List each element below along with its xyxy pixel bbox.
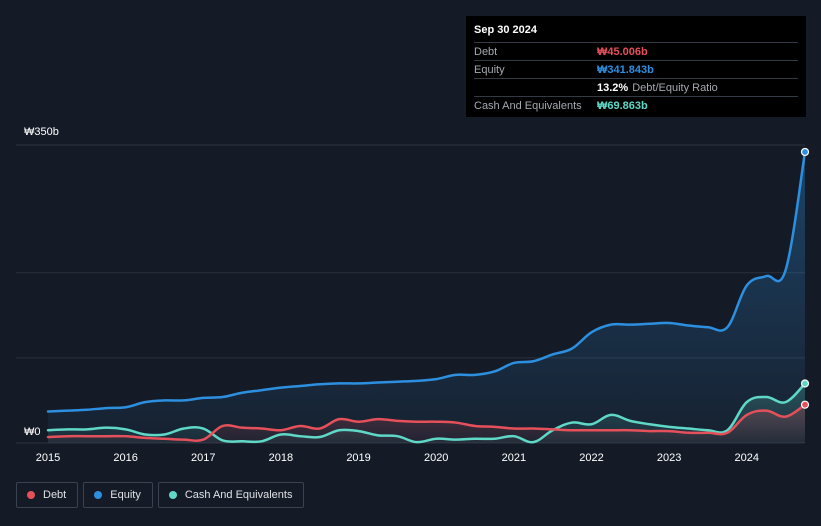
legend-label: Debt [43,489,67,501]
area-equity [48,151,805,443]
series-lines [46,150,807,444]
area-cash-and-equivalents [48,383,805,443]
cash-dot-icon [168,491,177,499]
legend-label: Equity [110,489,141,501]
tooltip-row-cash: Cash And Equivalents ₩69.863b [474,96,798,114]
tooltip-label: Debt [474,45,498,58]
x-tick-label: 2023 [657,452,681,464]
series-areas [48,151,805,443]
end-marker-equity [800,147,810,157]
x-tick-label: 2021 [502,452,526,464]
y-tick-label-zero: ₩0 [24,426,41,438]
legend-label: Cash And Equivalents [184,489,293,501]
legend: Debt Equity Cash And Equivalents [16,482,305,508]
series-line-debt [46,403,807,442]
end-marker-cash-and-equivalents [800,379,810,388]
x-tick-label: 2015 [36,452,60,464]
tooltip-value: ₩69.863b [597,99,648,112]
x-tick-label: 2019 [346,452,370,464]
area-debt [48,404,805,443]
legend-item-debt[interactable]: Debt [16,482,79,508]
series-line-equity [46,150,807,413]
axis-labels: 2015 2016 2017 2018 2019 2020 2021 2022 2023 2024… [24,126,759,464]
debt-dot-icon [27,491,35,499]
y-tick-label-max: ₩350b [24,126,59,138]
tooltip-ratio-label: Debt/Equity Ratio [632,81,718,94]
x-tick-label: 2020 [424,452,448,464]
series-line-cash-and-equivalents [46,382,807,444]
tooltip-date: Sep 30 2024 [474,24,537,36]
tooltip-row-equity: Equity ₩341.843b [474,60,798,78]
tooltip-label: Cash And Equivalents [474,99,582,112]
tooltip-row-ratio: 13.2% Debt/Equity Ratio [474,78,798,96]
end-markers [800,147,810,409]
tooltip-row-debt: Debt ₩45.006b [474,42,798,60]
end-marker-debt [800,400,810,409]
tooltip-value: ₩45.006b [597,45,648,58]
legend-item-equity[interactable]: Equity [83,482,153,508]
x-tick-label: 2024 [735,452,759,464]
tooltip-panel: Sep 30 2024 Debt ₩45.006b Equity ₩341.84… [466,16,806,117]
equity-dot-icon [94,491,103,499]
tooltip-value: 13.2% [597,81,629,94]
legend-item-cash[interactable]: Cash And Equivalents [157,482,305,508]
tooltip-label: Equity [474,63,505,76]
x-tick-label: 2022 [579,452,603,464]
x-tick-label: 2018 [269,452,293,464]
tooltip-value: ₩341.843b [597,63,654,76]
x-tick-label: 2017 [191,452,215,464]
x-tick-label: 2016 [113,452,137,464]
